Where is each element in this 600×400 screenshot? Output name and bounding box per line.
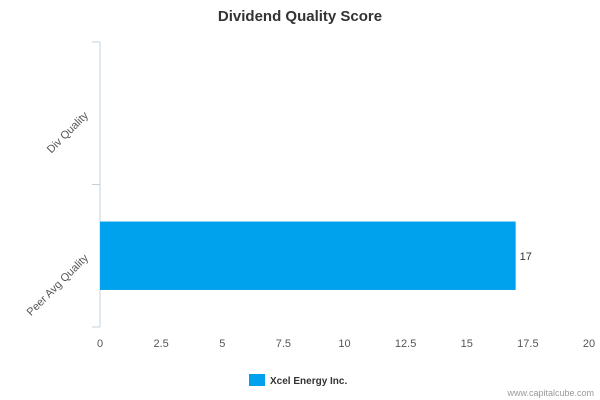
category-label: Div Quality: [45, 109, 91, 155]
x-tick-label: 7.5: [276, 338, 291, 350]
legend-swatch: [249, 374, 265, 386]
credit-text: www.capitalcube.com: [506, 388, 594, 398]
legend[interactable]: Xcel Energy Inc.: [249, 374, 347, 387]
chart-title: Dividend Quality Score: [218, 8, 382, 25]
x-tick-label: 20: [583, 338, 595, 350]
x-tick-label: 5: [219, 338, 225, 350]
x-tick-label: 12.5: [395, 338, 416, 350]
x-tick-label: 17.5: [517, 338, 538, 350]
data-label: 17: [520, 251, 532, 263]
x-tick-label: 15: [461, 338, 473, 350]
axis-layer: [92, 41, 101, 328]
x-tick-label: 2.5: [153, 338, 168, 350]
x-tick-label: 10: [338, 338, 350, 350]
bar-layer: [100, 221, 516, 290]
x-tick-label: 0: [97, 338, 103, 350]
legend-label: Xcel Energy Inc.: [270, 376, 347, 387]
category-label: Peer Avg Quality: [25, 252, 92, 319]
bar[interactable]: [100, 221, 516, 290]
